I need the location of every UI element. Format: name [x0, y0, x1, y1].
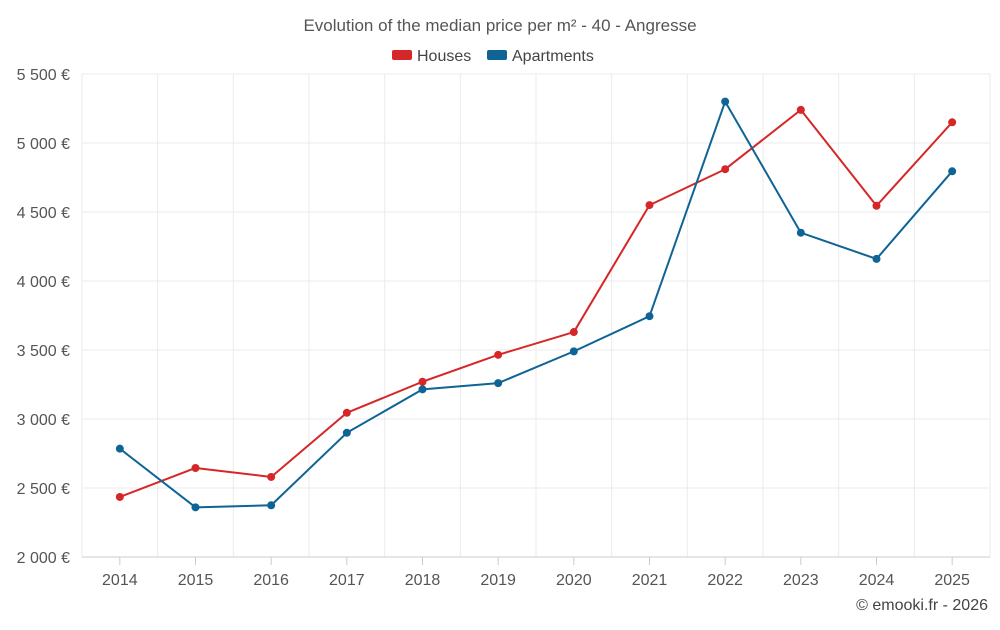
x-tick-label: 2021 [632, 572, 668, 589]
data-point-houses[interactable]: Houses 2014: 2435 [115, 492, 124, 501]
data-point-houses[interactable]: Houses 2016: 2580 [267, 472, 276, 481]
data-point-apartments[interactable]: Apartments 2014: 2785 [115, 444, 124, 453]
legend-label-apartments: Apartments [512, 48, 594, 65]
data-point-apartments[interactable]: Apartments 2015: 2360 [191, 503, 200, 512]
data-point-houses[interactable]: Houses 2021: 4550 [645, 201, 654, 210]
x-tick-label: 2024 [859, 572, 895, 589]
x-tick-label: 2022 [707, 572, 743, 589]
data-point-apartments[interactable]: Apartments 2023: 4350 [796, 228, 805, 237]
legend-label-houses: Houses [417, 48, 471, 65]
x-tick-label: 2023 [783, 572, 819, 589]
data-point-houses[interactable]: Houses 2022: 4810 [721, 165, 730, 174]
y-tick-label: 2 000 € [17, 550, 70, 567]
data-point-apartments[interactable]: Apartments 2020: 3490 [569, 347, 578, 356]
data-point-houses[interactable]: Houses 2015: 2645 [191, 463, 200, 472]
y-tick-label: 5 500 € [17, 67, 70, 84]
x-tick-label: 2025 [934, 572, 970, 589]
y-tick-label: 4 000 € [17, 274, 70, 291]
series-line-houses [119, 108, 953, 498]
x-tick-label: 2019 [480, 572, 516, 589]
data-point-houses[interactable]: Houses 2019: 3465 [494, 350, 503, 359]
x-tick-label: 2015 [178, 572, 214, 589]
y-tick-label: 2 500 € [17, 481, 70, 498]
data-point-apartments[interactable]: Apartments 2018: 3215 [418, 385, 427, 394]
series-line-apartments [119, 100, 953, 509]
data-point-apartments[interactable]: Apartments 2022: 5300 [721, 97, 730, 106]
axes: 2 000 € 2 500 € 3 000 € 3 500 € 4 000 € 4 500… [17, 67, 990, 589]
x-tick-label: 2014 [102, 572, 138, 589]
legend-item-houses[interactable]: Houses [392, 48, 471, 65]
data-point-apartments[interactable]: Apartments 2025: 4795 [948, 167, 957, 176]
data-point-houses[interactable]: Houses 2025: 5150 [948, 118, 957, 127]
data-point-apartments[interactable]: Apartments 2021: 3745 [645, 312, 654, 321]
y-tick-label: 3 000 € [17, 412, 70, 429]
legend-item-apartments[interactable]: Apartments [487, 48, 594, 65]
data-point-apartments[interactable]: Apartments 2017: 2900 [342, 428, 351, 437]
data-point-houses[interactable]: Houses 2020: 3630 [569, 328, 578, 337]
x-tick-label: 2017 [329, 572, 365, 589]
data-point-houses[interactable]: Houses 2018: 3270 [418, 377, 427, 386]
data-point-apartments[interactable]: Apartments 2019: 3260 [494, 379, 503, 388]
data-point-houses[interactable]: Houses 2024: 4545 [872, 201, 881, 210]
x-tick-label: 2020 [556, 572, 592, 589]
credit-text: © emooki.fr - 2026 [856, 597, 988, 614]
y-tick-label: 3 500 € [17, 343, 70, 360]
y-tick-label: 5 000 € [17, 136, 70, 153]
y-tick-label: 4 500 € [17, 205, 70, 222]
chart-title: Evolution of the median price per m² - 4… [303, 16, 696, 35]
x-tick-label: 2018 [405, 572, 441, 589]
legend-swatch-houses [392, 50, 412, 60]
grid-lines [81, 73, 991, 558]
data-point-apartments[interactable]: Apartments 2016: 2375 [267, 501, 276, 510]
legend-swatch-apartments [487, 50, 507, 60]
data-point-apartments[interactable]: Apartments 2024: 4160 [872, 254, 881, 263]
data-point-houses[interactable]: Houses 2023: 5240 [796, 105, 805, 114]
data-series: Houses 2014: 2435 Houses 2015: 2645 Houses… [115, 97, 957, 512]
data-point-houses[interactable]: Houses 2017: 3045 [342, 408, 351, 417]
legend: Houses Apartments [392, 48, 594, 65]
x-tick-label: 2016 [253, 572, 289, 589]
